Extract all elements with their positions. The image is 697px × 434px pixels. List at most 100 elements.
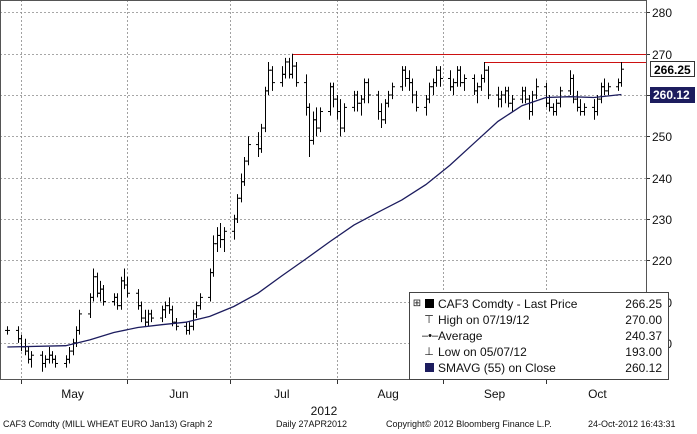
price-bar [578,99,583,116]
high-lines [292,54,646,63]
x-tick-label: Sep [483,387,506,401]
price-bar [318,107,323,133]
price-bar [143,309,148,327]
price-bar [71,338,76,356]
footer-left: CAF3 Comdty (MILL WHEAT EURO Jan13) Grap… [3,419,213,429]
y-tick-label: 280 [652,5,673,20]
price-bar [386,90,391,108]
price-bar [5,326,10,335]
price-bar [427,82,432,104]
y-tick-label: 240 [652,171,673,186]
y-tick-label: 230 [652,212,673,227]
price-bar [355,90,360,112]
price-bar [527,95,532,120]
price-bar [256,132,261,157]
price-bar [331,82,336,108]
price-bar [287,57,292,79]
price-bar [335,95,340,120]
price-bar [407,70,412,91]
price-bar [304,74,309,116]
price-bar [410,78,415,104]
footer-timestamp: 24-Oct-2012 16:43:31 [588,419,676,429]
price-bar [198,293,203,310]
price-bar [486,66,491,100]
price-bar [503,86,508,104]
price-bar [280,66,285,87]
price-bar [119,276,124,310]
price-bar [222,227,227,252]
price-bar [438,66,443,87]
price-bar [619,61,624,87]
price-bar [263,86,268,133]
y-tick-label: 250 [652,129,673,144]
price-bar [359,95,364,116]
price-bar [307,103,312,157]
price-bar [472,74,477,95]
price-bar [115,293,120,310]
low-marker-icon: ⊥ [424,346,434,358]
last-price-tag: 266.25 [650,61,695,78]
price-bar [595,95,600,116]
price-bar [77,309,82,335]
price-bar [266,61,271,95]
price-bar [602,78,607,95]
price-bar [174,318,179,331]
legend-expand-icon[interactable]: ⊞ [412,298,422,309]
price-bar [246,136,251,166]
price-bar [26,346,31,364]
x-tick-label: Jul [274,387,290,401]
price-bar [366,78,371,104]
price-bar [16,326,21,343]
price-bar [208,268,213,302]
sma-value-tag: 260.12 [650,86,695,103]
high-marker-icon: ⊤ [424,314,434,326]
price-bar [338,99,343,137]
price-bar [163,301,168,319]
price-bar [125,276,130,298]
price-bar [40,351,45,372]
price-bar [379,103,384,129]
plot-frame [0,0,647,380]
price-bar [568,70,573,95]
price-bar [215,227,220,252]
price-bar [314,107,319,137]
price-bar [510,95,515,112]
footer-copyright: Copyright© 2012 Bloomberg Finance L.P. [386,419,552,429]
price-bar [211,235,216,277]
footer-date: Daily 27APR2012 [276,419,348,429]
x-tick-label: Jun [169,387,189,401]
price-bar [431,78,436,95]
price-bar [592,99,597,120]
price-bar [424,95,429,116]
price-bar [160,305,165,323]
price-bar [328,82,333,116]
price-bar [283,57,288,79]
x-tick-label: Oct [588,387,607,401]
price-bar [43,355,48,368]
price-bar [616,78,621,91]
y-tick-label: 270 [652,47,673,62]
price-bar [64,355,69,368]
sma-line [7,93,622,348]
price-bar [187,322,192,335]
price-bar [551,103,556,116]
price-bar [352,90,357,112]
price-bar [462,74,467,91]
price-bar [136,289,141,310]
price-bar [112,293,117,306]
price-bar [29,351,34,368]
price-bar [554,99,559,116]
price-bar [575,90,580,112]
price-bars [5,53,624,372]
price-bar [101,285,106,306]
price-bar [451,78,456,95]
price-bar [475,82,480,104]
price-bar [184,322,189,335]
legend-row-sma: SMAVG (55) on Close 260.12 [410,360,668,376]
price-bar [218,223,223,248]
price-bar [458,66,463,87]
black-square-icon [424,296,434,312]
price-bar [50,351,55,364]
price-bar [149,309,154,323]
price-bar [496,86,501,108]
